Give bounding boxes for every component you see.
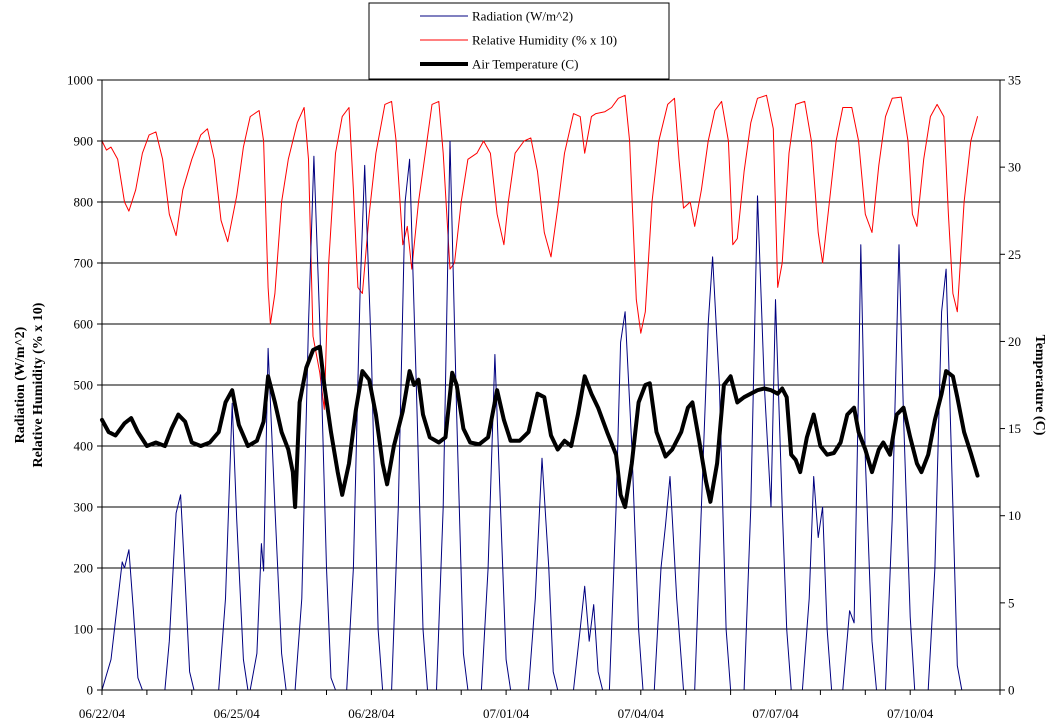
right-tick-label-3: 15	[1008, 421, 1021, 436]
left-tick-label-1: 100	[74, 622, 94, 637]
x-tick-label-4: 07/04/04	[618, 706, 665, 721]
left-tick-label-2: 200	[74, 561, 94, 576]
series-layer	[100, 94, 980, 691]
right-tick-label-0: 0	[1008, 683, 1015, 698]
left-tick-label-0: 0	[87, 683, 94, 698]
left-tick-label-7: 700	[74, 256, 94, 271]
x-tick-label-1: 06/25/04	[214, 706, 261, 721]
legend-label-0: Radiation (W/m^2)	[472, 9, 573, 24]
right-tick-label-4: 20	[1008, 334, 1021, 349]
x-tick-label-2: 06/28/04	[348, 706, 395, 721]
left-tick-label-8: 800	[74, 195, 94, 210]
left-tick-label-6: 600	[74, 317, 94, 332]
legend: Radiation (W/m^2) Relative Humidity (% x …	[368, 2, 670, 80]
left-tick-label-9: 900	[74, 134, 94, 149]
right-axis-ticks: 0 5 10 15 20 25 30 35	[1000, 73, 1021, 698]
right-tick-label-7: 35	[1008, 73, 1021, 88]
x-tick-label-6: 07/10/04	[887, 706, 934, 721]
left-axis-title-line2: Relative Humidity (% x 10)	[31, 302, 46, 467]
right-axis-title: Temperature (C)	[1032, 335, 1047, 436]
series-line-1	[101, 94, 978, 410]
legend-label-2: Air Temperature (C)	[472, 57, 578, 72]
right-tick-label-1: 5	[1008, 595, 1015, 610]
x-tick-label-5: 07/07/04	[752, 706, 799, 721]
left-axis-ticks: 0 100 200 300 400 500 600 700 800 900 1000	[67, 73, 102, 698]
left-tick-label-5: 500	[74, 378, 94, 393]
left-axis-title-line1: Radiation (W/m^2)	[13, 326, 28, 443]
legend-box	[368, 2, 670, 80]
legend-label-1: Relative Humidity (% x 10)	[472, 33, 617, 48]
left-tick-label-3: 300	[74, 500, 94, 515]
left-tick-label-10: 1000	[67, 73, 93, 88]
right-tick-label-5: 25	[1008, 247, 1021, 262]
series-line-2	[100, 344, 980, 509]
x-tick-label-3: 07/01/04	[483, 706, 530, 721]
gridlines	[102, 79, 1000, 691]
right-tick-label-6: 30	[1008, 160, 1021, 175]
x-tick-label-0: 06/22/04	[79, 706, 126, 721]
x-axis-ticks: 06/22/04 06/25/04 06/28/04 07/01/04 07/04/04…	[79, 690, 1001, 721]
series-line-0	[101, 140, 963, 691]
right-tick-label-2: 10	[1008, 508, 1021, 523]
left-tick-label-4: 400	[74, 439, 94, 454]
